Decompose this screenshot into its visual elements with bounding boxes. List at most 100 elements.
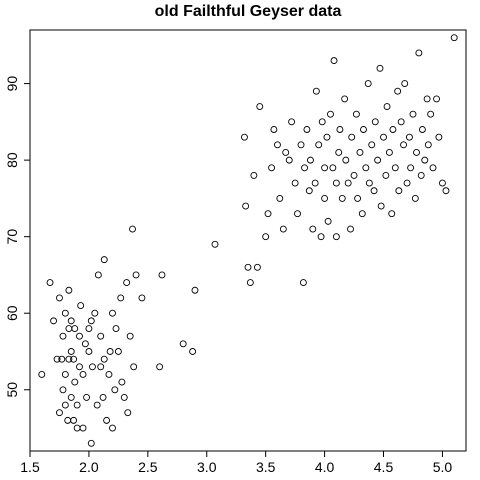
data-point (318, 118, 326, 126)
data-point (76, 332, 83, 340)
data-point (424, 141, 432, 149)
data-point (400, 141, 407, 149)
data-point (376, 64, 384, 72)
data-point (407, 164, 415, 172)
data-point (67, 348, 75, 355)
data-point (73, 424, 81, 432)
data-point (89, 363, 96, 371)
data-point (256, 103, 264, 110)
data-point (112, 325, 120, 332)
data-point (348, 133, 356, 141)
data-point (365, 179, 373, 187)
data-point (111, 386, 119, 394)
data-point (415, 49, 423, 57)
data-point (262, 233, 270, 241)
data-point (94, 271, 102, 279)
data-point (97, 332, 105, 340)
data-point (282, 149, 290, 156)
data-point (330, 57, 338, 65)
data-point (56, 409, 63, 417)
data-point (58, 355, 66, 363)
data-point (61, 401, 69, 409)
data-point (382, 171, 390, 179)
data-point (85, 348, 93, 355)
data-point (364, 80, 372, 88)
data-point (244, 263, 252, 271)
data-point (64, 416, 72, 424)
data-point (332, 233, 340, 241)
data-point (309, 225, 317, 233)
data-point (67, 317, 75, 325)
data-point (59, 332, 67, 340)
data-point (438, 179, 446, 187)
data-point (377, 202, 385, 210)
plot-frame (29, 29, 467, 452)
data-point (179, 340, 187, 348)
y-axis: 50 60 70 80 90 (4, 76, 30, 398)
data-point (191, 286, 199, 294)
data-point (65, 325, 73, 332)
data-point (79, 371, 87, 378)
data-point (354, 194, 362, 202)
data-point (417, 171, 425, 179)
data-point (311, 179, 319, 187)
y-tick-label: 80 (4, 152, 20, 168)
data-point (411, 194, 419, 202)
data-point (288, 118, 296, 126)
data-point (250, 171, 258, 179)
x-tick-label: 1.5 (20, 459, 40, 475)
x-tick-label: 2.0 (79, 459, 99, 475)
data-point (70, 416, 78, 424)
data-point (270, 126, 278, 133)
data-point (71, 378, 79, 386)
data-point (85, 325, 93, 332)
data-point (317, 233, 325, 241)
x-tick-label: 2.5 (138, 459, 158, 475)
data-point (321, 194, 329, 202)
data-point (342, 156, 350, 164)
data-point (103, 416, 111, 424)
data-point (46, 279, 54, 287)
data-point (38, 371, 46, 378)
data-point (374, 156, 382, 164)
data-point (329, 164, 337, 172)
data-point (241, 133, 248, 141)
data-point (385, 149, 393, 156)
data-point (347, 225, 354, 233)
data-point (312, 87, 320, 95)
data-point (315, 141, 323, 149)
data-point (246, 279, 254, 287)
data-point (158, 271, 166, 279)
data-point (211, 240, 219, 248)
data-point (435, 133, 443, 141)
data-point (53, 355, 61, 363)
data-point (294, 210, 301, 218)
x-tick-label: 3.0 (197, 459, 217, 475)
data-point (56, 294, 63, 302)
data-point (403, 179, 411, 187)
data-point (114, 348, 122, 355)
data-point (427, 110, 435, 118)
data-point (100, 355, 108, 363)
data-point (105, 371, 113, 378)
data-point (73, 401, 81, 409)
data-point (297, 141, 305, 149)
data-point (99, 393, 107, 401)
data-point (109, 309, 116, 317)
data-point (123, 279, 131, 287)
data-point (350, 171, 358, 179)
data-point (77, 302, 85, 310)
data-point (242, 202, 250, 210)
data-point (321, 164, 329, 172)
data-point (383, 103, 391, 110)
data-point (97, 363, 105, 371)
data-point (368, 141, 376, 149)
data-point (409, 110, 417, 118)
data-point (285, 156, 293, 164)
data-point (65, 355, 73, 363)
data-point (79, 424, 87, 432)
data-point (118, 378, 126, 386)
data-point (450, 34, 458, 42)
data-point (264, 210, 272, 218)
